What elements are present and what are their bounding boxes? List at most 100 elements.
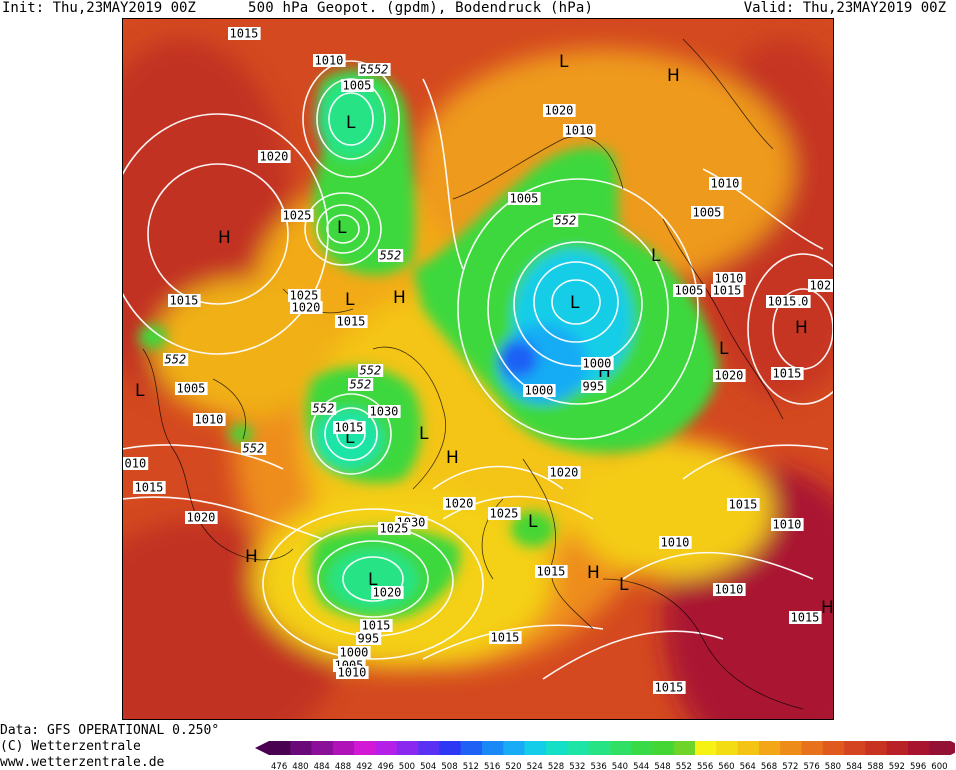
isobar-value-label: 1015 xyxy=(789,611,822,625)
isobar-value-label: 1010 xyxy=(713,272,746,286)
isobar-value-label: 1010 xyxy=(313,54,346,68)
svg-text:5552: 5552 xyxy=(360,63,389,77)
scale-swatch xyxy=(844,741,866,755)
color-scale-legend: 476 480 484 488 492 496 500 504 508 512 516 520 524 5… xyxy=(255,741,955,770)
isobar-value-label: 1015 xyxy=(771,367,804,381)
scale-tick-label: 532 xyxy=(569,762,585,770)
svg-text:552: 552 xyxy=(350,378,372,392)
scale-tick-label: 548 xyxy=(654,762,670,770)
isobar-value-label: 1015 xyxy=(333,421,366,435)
high-center: H xyxy=(245,547,258,567)
low-center: L xyxy=(345,290,355,310)
high-center: H xyxy=(821,598,833,618)
svg-text:1015: 1015 xyxy=(791,611,820,625)
scale-tick-label: 556 xyxy=(697,762,713,770)
scale-tick-label: 484 xyxy=(314,762,330,770)
isobar-value-label: 995 xyxy=(356,632,382,646)
low-center: L xyxy=(559,52,569,72)
color-scale-ticks: 476 480 484 488 492 496 500 504 508 512 516 520 524 5… xyxy=(271,762,948,770)
high-center: H xyxy=(218,228,231,248)
scale-tick-label: 492 xyxy=(356,762,372,770)
high-center: H xyxy=(587,563,600,583)
scale-tick-label: 560 xyxy=(718,762,734,770)
isobar-value-label: 1000 xyxy=(338,646,371,660)
svg-text:1010: 1010 xyxy=(661,536,690,550)
low-center: L xyxy=(368,570,378,590)
svg-text:1010: 1010 xyxy=(715,272,744,286)
high-center: H xyxy=(393,288,406,308)
svg-text:1015: 1015 xyxy=(491,631,520,645)
scale-arrow-min xyxy=(255,741,269,755)
scale-tick-label: 596 xyxy=(910,762,926,770)
svg-text:1020: 1020 xyxy=(445,497,474,511)
scale-tick-label: 536 xyxy=(591,762,607,770)
scale-tick-label: 516 xyxy=(484,762,500,770)
high-center: H xyxy=(667,66,680,86)
low-center: L xyxy=(570,293,580,313)
weather-map: H H H H H H H H H L L L L L L L L L L L … xyxy=(122,18,834,720)
isobar-value-label: 1010 xyxy=(336,666,369,680)
scale-tick-label: 528 xyxy=(548,762,564,770)
isobar-value-label: 1015 xyxy=(360,619,393,633)
isobar-value-label: 1020 xyxy=(543,104,576,118)
svg-text:1000: 1000 xyxy=(583,357,612,371)
data-source-label: Data: GFS OPERATIONAL 0.250° xyxy=(0,723,220,738)
isobar-value-label: 1025 xyxy=(281,209,314,223)
scale-swatch xyxy=(332,741,355,755)
scale-swatch xyxy=(460,741,483,755)
isobar-value-label: 1010 xyxy=(771,518,804,532)
scale-tick-label: 512 xyxy=(463,762,479,770)
scale-swatch xyxy=(929,741,951,755)
svg-text:552: 552 xyxy=(313,402,335,416)
isobar-value-label: 552 xyxy=(241,442,267,456)
svg-text:1025: 1025 xyxy=(490,507,519,521)
svg-text:1020: 1020 xyxy=(187,511,216,525)
low-center: L xyxy=(528,512,538,532)
isobar-value-label: 1000 xyxy=(523,384,556,398)
isobar-value-label: 102 xyxy=(808,279,833,293)
isobar-value-label: 1020 xyxy=(443,497,476,511)
scale-swatch xyxy=(375,741,398,755)
scale-tick-label: 508 xyxy=(441,762,457,770)
isobar-value-label: 1005 xyxy=(508,192,541,206)
svg-text:1015: 1015 xyxy=(537,565,566,579)
scale-swatch xyxy=(524,741,547,755)
scale-tick-label: 572 xyxy=(782,762,798,770)
scale-swatch xyxy=(908,741,930,755)
scale-swatch xyxy=(886,741,909,755)
high-center: H xyxy=(795,318,808,338)
scale-swatch xyxy=(695,741,717,755)
svg-text:1015: 1015 xyxy=(362,619,391,633)
scale-swatch xyxy=(354,741,376,755)
isobar-value-label: 010 xyxy=(123,457,149,471)
svg-text:1020: 1020 xyxy=(373,586,402,600)
isobar-value-label: 552 xyxy=(348,378,374,392)
scale-tick-label: 520 xyxy=(505,762,521,770)
scale-tick-label: 480 xyxy=(292,762,308,770)
isobar-value-label: 1015 xyxy=(711,284,744,298)
low-center: L xyxy=(345,428,355,448)
svg-text:552: 552 xyxy=(555,214,577,228)
scale-tick-label: 544 xyxy=(633,762,649,770)
svg-text:1010: 1010 xyxy=(773,518,802,532)
svg-text:1015: 1015 xyxy=(170,294,199,308)
scale-swatch xyxy=(482,741,504,755)
low-center: L xyxy=(337,218,347,238)
website-label: www.wetterzentrale.de xyxy=(0,755,165,770)
isobar-value-label: 552 xyxy=(311,402,337,416)
pressure-centers: H H H H H H H H H L L L L L L L L L L L … xyxy=(135,52,833,618)
svg-text:1005: 1005 xyxy=(343,79,372,93)
svg-text:995: 995 xyxy=(583,380,605,394)
init-time-label: Init: Thu,23MAY2019 00Z xyxy=(2,0,196,16)
isobar-value-label: 1005 xyxy=(175,382,208,396)
isobar-value-label: 552 xyxy=(553,214,579,228)
svg-text:1015: 1015 xyxy=(230,27,259,41)
svg-text:1020: 1020 xyxy=(545,104,574,118)
isobar-value-label: 1005 xyxy=(341,79,374,93)
scale-swatch xyxy=(545,741,568,755)
isobar-value-label: 1020 xyxy=(290,301,323,315)
isobar-value-label: 1010 xyxy=(193,413,226,427)
isobar-value-label: 1015 xyxy=(535,565,568,579)
isobar-value-label: 995 xyxy=(581,380,607,394)
isobar-value-label: 552 xyxy=(378,249,404,263)
